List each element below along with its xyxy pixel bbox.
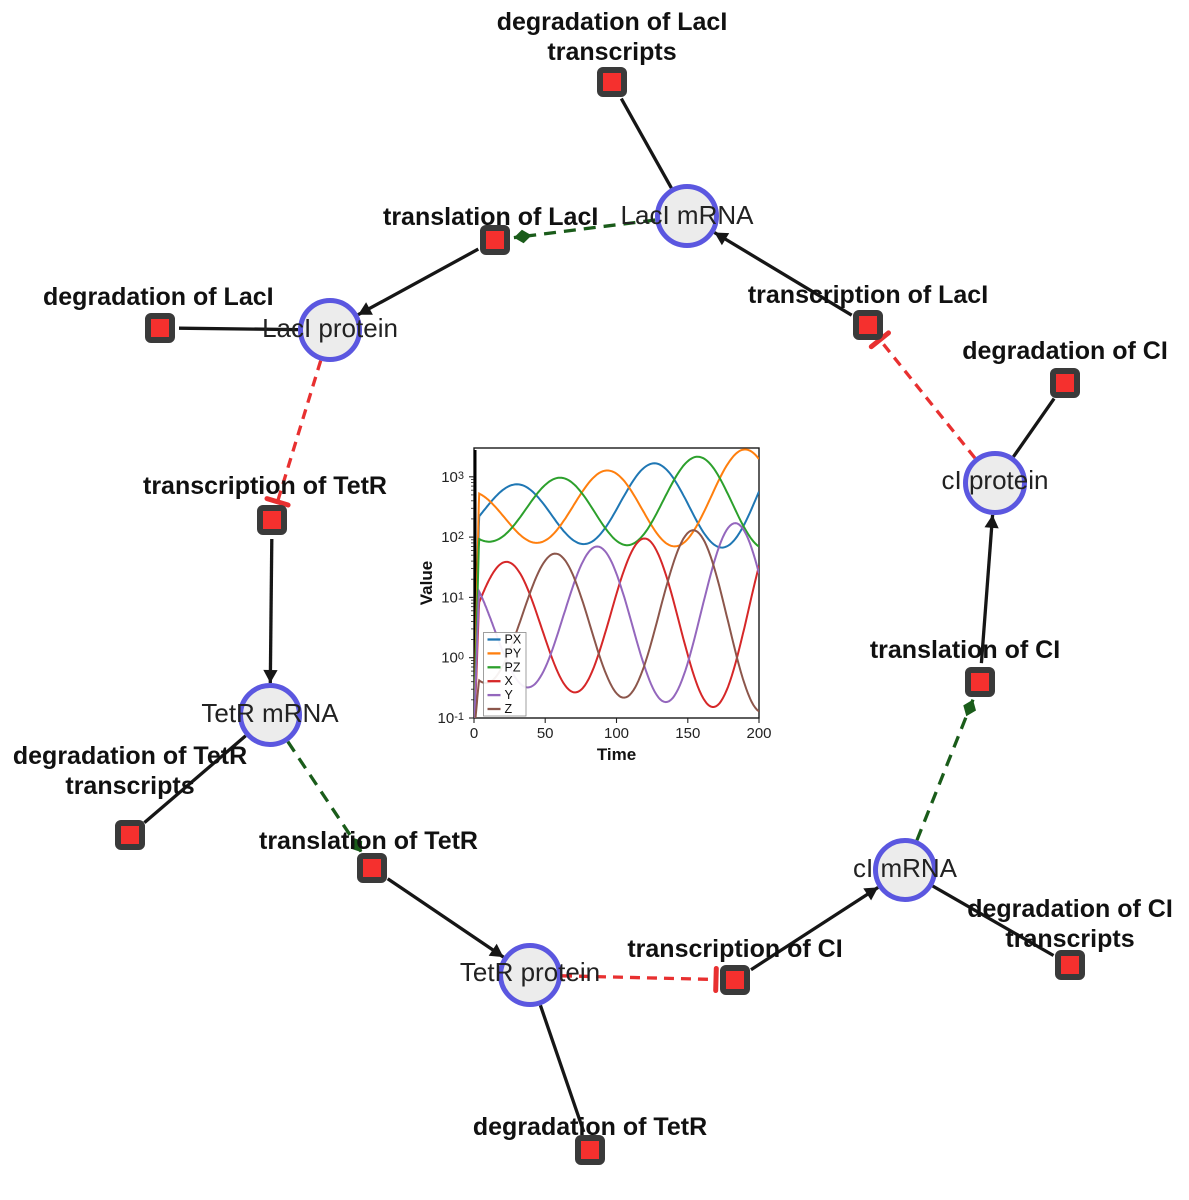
svg-text:Time: Time (597, 745, 636, 764)
svg-text:102: 102 (441, 529, 464, 546)
svg-text:100: 100 (441, 650, 464, 667)
svg-text:Z: Z (505, 702, 513, 716)
svg-text:50: 50 (537, 725, 554, 742)
svg-text:PY: PY (505, 646, 522, 660)
svg-text:10-1: 10-1 (438, 710, 464, 727)
svg-text:103: 103 (441, 469, 464, 486)
svg-text:100: 100 (604, 725, 629, 742)
svg-text:X: X (505, 674, 514, 688)
svg-text:PX: PX (505, 633, 522, 647)
svg-text:PZ: PZ (505, 660, 521, 674)
svg-text:200: 200 (746, 725, 771, 742)
svg-text:Value: Value (417, 561, 436, 605)
svg-text:Y: Y (505, 688, 514, 702)
svg-text:150: 150 (675, 725, 700, 742)
svg-text:101: 101 (441, 589, 464, 606)
svg-text:0: 0 (470, 725, 478, 742)
